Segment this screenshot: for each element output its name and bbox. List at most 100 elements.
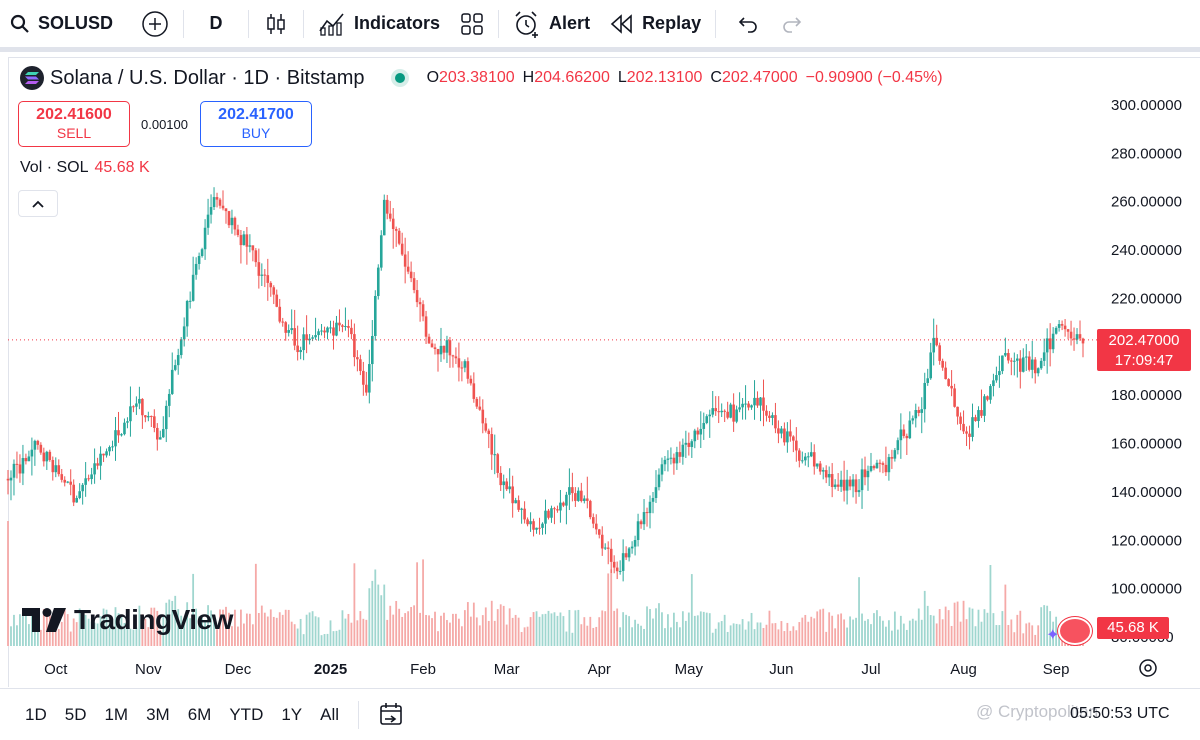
bottom-toolbar: 1D 5D 1M 3M 6M YTD 1Y All	[0, 688, 1200, 740]
volume-bar	[356, 620, 359, 646]
candle-body	[233, 217, 237, 230]
candle-body	[102, 453, 105, 456]
candle-body	[762, 397, 765, 411]
range-1y[interactable]: 1Y	[281, 704, 303, 724]
range-ytd[interactable]: YTD	[229, 704, 264, 724]
candle-body	[296, 345, 299, 353]
volume-bar	[171, 600, 174, 646]
utc-clock[interactable]: 05:50:53 UTC	[1070, 705, 1170, 722]
candle-body	[597, 529, 601, 535]
buy-price: 202.41700	[218, 106, 294, 123]
candle-body	[445, 340, 449, 353]
candle-body	[1075, 334, 1079, 340]
candle-body	[33, 440, 37, 450]
range-1m[interactable]: 1M	[104, 704, 129, 724]
candle-body	[851, 479, 855, 487]
candle-body	[801, 460, 804, 462]
volume-bar	[538, 616, 541, 646]
replay-button[interactable]: Replay	[600, 4, 711, 44]
buy-button[interactable]: 202.41700 BUY	[200, 101, 312, 147]
sell-button[interactable]: 202.41600 SELL	[18, 101, 130, 147]
volume-bar	[852, 619, 854, 646]
volume-bar	[484, 607, 487, 646]
volume-bar	[693, 615, 696, 646]
open-label: O	[426, 69, 440, 86]
volume-bar	[822, 608, 825, 646]
tradingview-logo[interactable]: TradingView	[22, 604, 233, 636]
redo-icon	[783, 16, 802, 33]
candle-body	[418, 302, 422, 305]
candle-body	[953, 388, 956, 407]
volume-bar	[475, 617, 478, 646]
candle-body	[224, 208, 228, 212]
candle-body	[705, 416, 709, 423]
volume-bar	[269, 609, 272, 646]
indicators-button[interactable]: Indicators	[308, 4, 450, 44]
volume-bar	[858, 577, 860, 646]
volume-bar	[935, 623, 938, 646]
us-flag-icon[interactable]: ✦	[1046, 617, 1092, 645]
chart-type-button[interactable]	[253, 4, 299, 44]
volume-bar	[786, 622, 789, 646]
interval-button[interactable]: D	[188, 4, 244, 44]
volume-bar	[1016, 614, 1019, 646]
volume-bar	[547, 610, 550, 646]
candle-body	[123, 422, 126, 435]
candle-body	[176, 355, 180, 366]
range-5d[interactable]: 5D	[64, 704, 87, 724]
interval-label: D	[209, 13, 223, 33]
volume-bar	[481, 615, 484, 646]
volume-bar	[673, 612, 675, 646]
candle-body	[729, 404, 732, 418]
volume-bar	[992, 613, 995, 646]
candle-body	[460, 367, 464, 369]
range-all[interactable]: All	[320, 704, 340, 724]
chart-pane[interactable]	[8, 57, 1200, 687]
candle-body	[971, 417, 974, 437]
volume-bar	[687, 612, 690, 646]
candle-body	[188, 300, 192, 302]
volume-bar	[257, 613, 260, 646]
volume-bar	[508, 608, 511, 646]
range-1d[interactable]: 1D	[25, 704, 47, 724]
volume-bar	[846, 627, 848, 646]
date-range-icon[interactable]	[377, 700, 407, 730]
volume-bar	[622, 612, 625, 646]
range-6m[interactable]: 6M	[187, 704, 212, 724]
volume-label: Vol · SOL	[20, 159, 89, 176]
layouts-button[interactable]	[450, 4, 494, 44]
candle-body	[161, 429, 165, 438]
candle-body	[1030, 359, 1034, 370]
price-axis-tick: 260.00000	[1111, 194, 1182, 211]
candle-body	[251, 245, 255, 251]
symbol-search[interactable]: SOLUSD	[0, 4, 123, 44]
volume-bar	[177, 609, 180, 646]
volume-bar	[431, 618, 433, 646]
alert-button[interactable]: Alert	[503, 4, 600, 44]
redo-button[interactable]	[770, 4, 814, 44]
compare-button[interactable]	[131, 4, 179, 44]
candle-body	[526, 519, 529, 525]
volume-bar	[971, 608, 974, 646]
volume-bar	[729, 625, 732, 646]
volume-bar	[774, 623, 777, 646]
undo-button[interactable]	[726, 4, 770, 44]
volume-bar	[237, 626, 239, 646]
candle-body	[839, 479, 843, 487]
settings-icon[interactable]	[1136, 656, 1160, 680]
candle-body	[559, 502, 562, 511]
volume-bar	[57, 629, 60, 646]
candle-body	[642, 512, 646, 525]
volume-bar	[69, 631, 72, 646]
range-3m[interactable]: 3M	[146, 704, 170, 724]
candle-body	[430, 343, 434, 348]
volume-bar	[392, 614, 395, 646]
collapse-legend-button[interactable]	[18, 190, 58, 217]
candle-body	[938, 345, 941, 361]
candle-body	[741, 403, 744, 408]
volume-bar	[735, 623, 738, 646]
volume-bar	[1049, 611, 1052, 646]
time-axis-tick: Apr	[588, 661, 611, 678]
volume-bar	[132, 629, 135, 646]
candle-body	[21, 458, 25, 474]
